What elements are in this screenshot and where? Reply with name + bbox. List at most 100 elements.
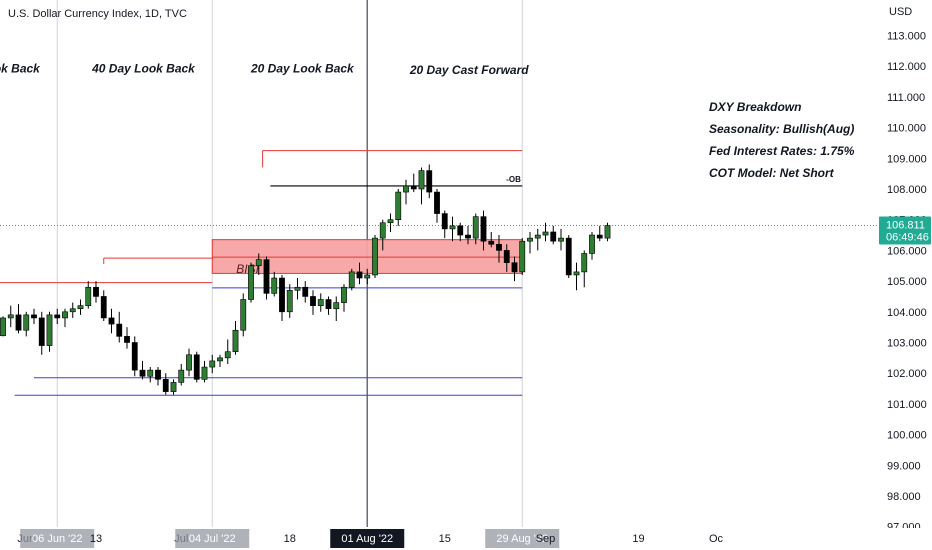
candlestick-series xyxy=(0,164,611,395)
candle-body-53 xyxy=(410,185,417,190)
candle-body-14 xyxy=(108,317,115,325)
candle-body-57 xyxy=(441,213,448,230)
candle-body-23 xyxy=(178,369,185,383)
price-tag-value: 106.811 xyxy=(886,220,925,232)
section-label-3: 20 Day Cast Forward xyxy=(409,63,529,77)
candle-body-45 xyxy=(348,271,355,288)
candle-body-60 xyxy=(465,234,471,239)
candle-body-73 xyxy=(565,237,572,276)
candle-body-59 xyxy=(457,225,464,236)
time-label-14: Oc xyxy=(709,533,724,545)
time-label-10: 15 xyxy=(439,533,451,545)
breakdown-line-1: Seasonality: Bullish(Aug) xyxy=(709,122,854,136)
candle-body-72 xyxy=(558,237,564,242)
candle-body-8 xyxy=(62,311,68,319)
candle-body-25 xyxy=(193,354,200,380)
candle-body-47 xyxy=(364,274,371,279)
candle-body-30 xyxy=(232,329,239,353)
time-label-box-7 xyxy=(175,529,250,548)
candle-body-66 xyxy=(511,262,518,273)
chart-title: U.S. Dollar Currency Index, 1D, TVC xyxy=(8,8,187,20)
candle-body-40 xyxy=(310,296,316,306)
time-label-12: Sep xyxy=(536,533,556,545)
candle-body-17 xyxy=(131,342,138,371)
time-label-5: 13 xyxy=(90,533,102,545)
price-axis[interactable]: 113.000 112.000 111.000 110.000 109.000 108.0… xyxy=(879,31,931,534)
price-tick-7: 106.000 xyxy=(887,245,927,257)
candle-body-43 xyxy=(333,302,340,310)
candle-body-71 xyxy=(550,231,557,242)
candle-body-11 xyxy=(85,286,92,306)
price-tick-12: 101.000 xyxy=(887,399,927,411)
candle-body-42 xyxy=(325,299,332,310)
candle-body-28 xyxy=(217,357,223,362)
price-tag-box xyxy=(879,216,931,245)
candle-body-7 xyxy=(54,314,61,319)
candle-body-1 xyxy=(7,314,14,319)
time-label-box-11 xyxy=(485,529,560,548)
candle-body-75 xyxy=(581,253,588,273)
candle-body-3 xyxy=(23,314,30,331)
price-tick-9: 104.000 xyxy=(887,307,927,319)
candle-body-29 xyxy=(224,351,231,359)
candle-body-49 xyxy=(379,222,386,239)
horizontal-levels: -OB xyxy=(0,150,523,396)
price-tick-11: 102.000 xyxy=(887,368,927,380)
candle-body-69 xyxy=(534,234,541,239)
candle-body-27 xyxy=(209,360,216,368)
price-tick-3: 110.000 xyxy=(887,123,926,135)
candle-body-67 xyxy=(519,240,526,273)
candle-body-21 xyxy=(162,379,169,392)
breakdown-line-3: COT Model: Net Short xyxy=(709,166,835,180)
time-label-box-4 xyxy=(20,529,95,548)
candle-body-6 xyxy=(46,314,53,346)
candle-body-65 xyxy=(503,250,510,263)
breakdown-line-2: Fed Interest Rates: 1.75% xyxy=(709,144,855,158)
candle-body-74 xyxy=(573,271,580,276)
time-label-9: 01 Aug '22 xyxy=(341,533,393,545)
price-tick-10: 103.000 xyxy=(887,338,927,350)
candle-body-76 xyxy=(589,234,595,254)
candle-body-64 xyxy=(496,243,502,251)
price-tick-0: 113.000 xyxy=(887,31,926,43)
candle-body-61 xyxy=(472,216,479,239)
candle-body-37 xyxy=(286,290,293,313)
time-label-13: 19 xyxy=(632,533,644,545)
candle-body-52 xyxy=(403,185,409,193)
time-label-4: 06 Jun '22 xyxy=(32,533,82,545)
time-label-7: 04 Jul '22 xyxy=(189,533,236,545)
candle-body-38 xyxy=(294,286,301,291)
candle-body-2 xyxy=(15,314,22,331)
candle-body-44 xyxy=(341,286,347,303)
candle-body-63 xyxy=(488,240,495,245)
candle-body-70 xyxy=(542,231,549,236)
candle-body-20 xyxy=(155,369,161,380)
candle-body-39 xyxy=(302,286,309,297)
candle-body-58 xyxy=(449,225,456,230)
candle-body-4 xyxy=(31,314,37,319)
candle-body-19 xyxy=(147,369,154,377)
currency-label: USD xyxy=(889,6,912,18)
candle-body-13 xyxy=(100,296,107,319)
price-tick-15: 98.000 xyxy=(887,491,921,503)
candle-body-56 xyxy=(434,191,440,214)
candle-body-50 xyxy=(387,219,394,224)
candle-body-55 xyxy=(426,170,433,193)
price-tick-14: 99.000 xyxy=(887,460,921,472)
price-tag-countdown: 06:49:46 xyxy=(886,232,929,244)
time-axis[interactable]: May09 May '2216Jun06 Jun '2213Jul04 Jul … xyxy=(0,528,932,550)
candle-body-77 xyxy=(596,234,603,239)
candle-body-62 xyxy=(480,216,487,242)
candle-body-0 xyxy=(0,317,6,337)
price-tick-2: 111.000 xyxy=(887,92,925,104)
candle-body-5 xyxy=(38,317,45,346)
price-tick-8: 105.000 xyxy=(887,276,927,288)
order-block-label: -OB xyxy=(506,175,521,184)
candle-body-54 xyxy=(418,170,425,190)
candle-body-16 xyxy=(124,336,130,343)
candle-body-10 xyxy=(77,305,84,310)
dxy-breakdown-panel: DXY Breakdown Seasonality: Bullish(Aug) Fe… xyxy=(709,100,855,180)
candle-body-15 xyxy=(116,323,123,337)
